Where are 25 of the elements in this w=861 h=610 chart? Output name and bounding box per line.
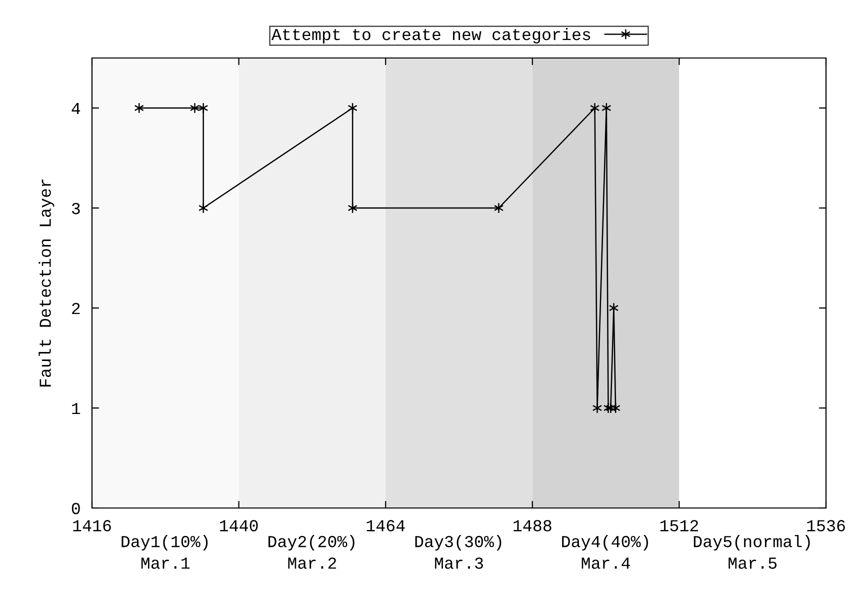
y-tick-label: 1 xyxy=(72,403,80,414)
y-tick-label: 3 xyxy=(72,202,80,214)
x-tick-label: 1512 xyxy=(660,520,698,532)
point xyxy=(198,102,208,114)
point xyxy=(198,202,208,214)
legend-label: Attempt to create new categories xyxy=(271,28,590,44)
point xyxy=(190,102,200,114)
x-tick-label: 1464 xyxy=(366,520,405,532)
x-tick-label: 1416 xyxy=(73,520,111,532)
band-label: Day3(30%) Mar.3 xyxy=(415,535,502,569)
point xyxy=(608,302,619,314)
y-axis-title: Fault Detection Layer xyxy=(38,179,54,386)
band-label: Day1(10%) Mar.1 xyxy=(122,535,208,569)
point xyxy=(494,202,504,214)
x-tick-label: 1440 xyxy=(220,520,258,532)
band-label: Day4(40%) Mar.4 xyxy=(562,535,648,569)
band-label: Day5(normal) Mar.5 xyxy=(694,535,810,569)
point xyxy=(592,402,602,414)
y-tick-label: 0 xyxy=(72,502,80,514)
band-label: Day2(20%) Mar.2 xyxy=(268,535,354,569)
x-tick-label: 1536 xyxy=(807,520,845,532)
y-tick-label: 2 xyxy=(72,302,80,314)
x-tick-label: 1488 xyxy=(514,520,552,532)
point xyxy=(590,102,600,114)
y-tick-label: 4 xyxy=(72,103,80,114)
